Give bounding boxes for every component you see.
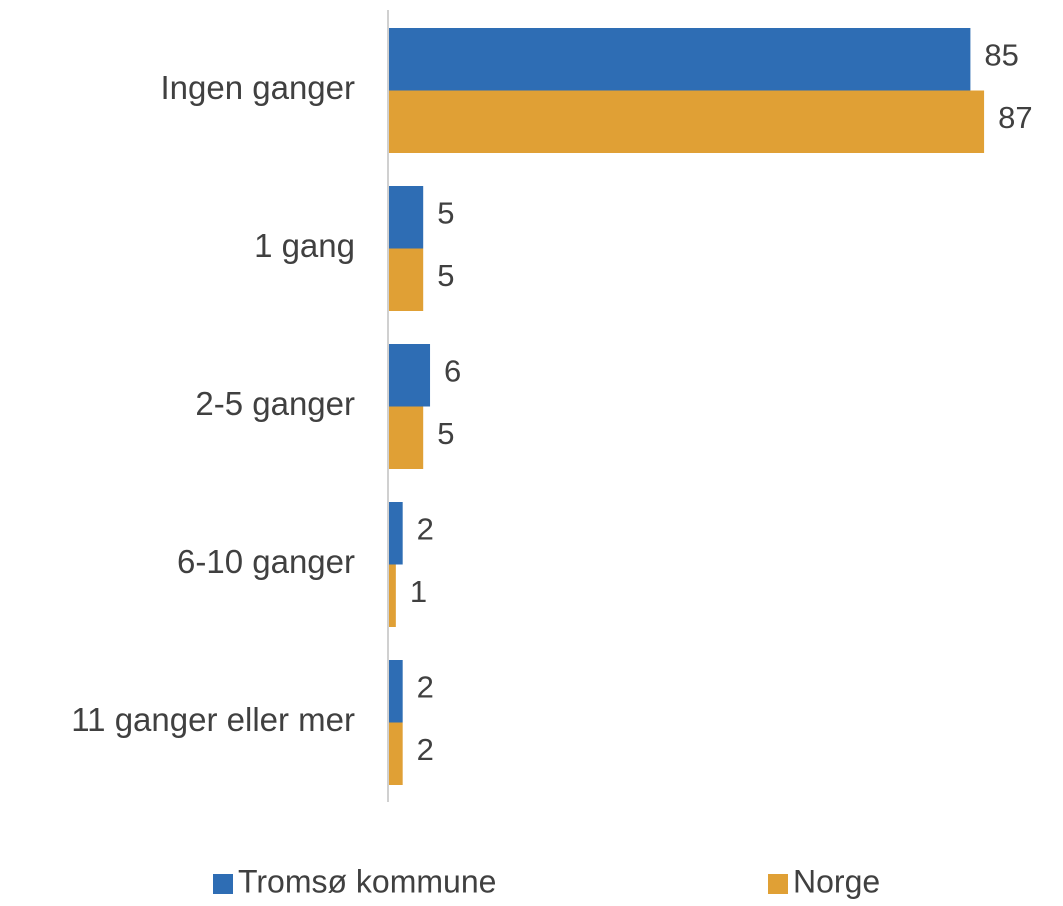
bar	[389, 660, 403, 723]
value-label: 5	[437, 416, 454, 451]
category-label: 2-5 ganger	[195, 385, 355, 422]
category-label: Ingen ganger	[160, 69, 355, 106]
category-label: 6-10 ganger	[177, 543, 355, 580]
value-label: 85	[984, 37, 1018, 72]
bar	[389, 344, 431, 407]
value-label: 87	[998, 100, 1032, 135]
bar	[389, 406, 424, 469]
value-label: 5	[437, 258, 454, 293]
value-label: 2	[417, 669, 434, 704]
bar	[389, 722, 403, 785]
value-label: 5	[437, 195, 454, 230]
value-label: 2	[417, 732, 434, 767]
value-label: 1	[410, 574, 427, 609]
legend-swatch	[768, 874, 788, 894]
value-label: 6	[444, 353, 461, 388]
bar	[389, 502, 403, 565]
bar	[389, 564, 396, 627]
legend-swatch	[213, 874, 233, 894]
category-label: 1 gang	[254, 227, 355, 264]
bar	[389, 90, 985, 153]
legend-label: Norge	[793, 863, 880, 899]
category-label: 11 ganger eller mer	[71, 701, 355, 738]
bar	[389, 186, 424, 249]
value-label: 2	[417, 511, 434, 546]
legend-label: Tromsø kommune	[238, 863, 496, 899]
bar	[389, 248, 424, 311]
bar	[389, 28, 971, 91]
